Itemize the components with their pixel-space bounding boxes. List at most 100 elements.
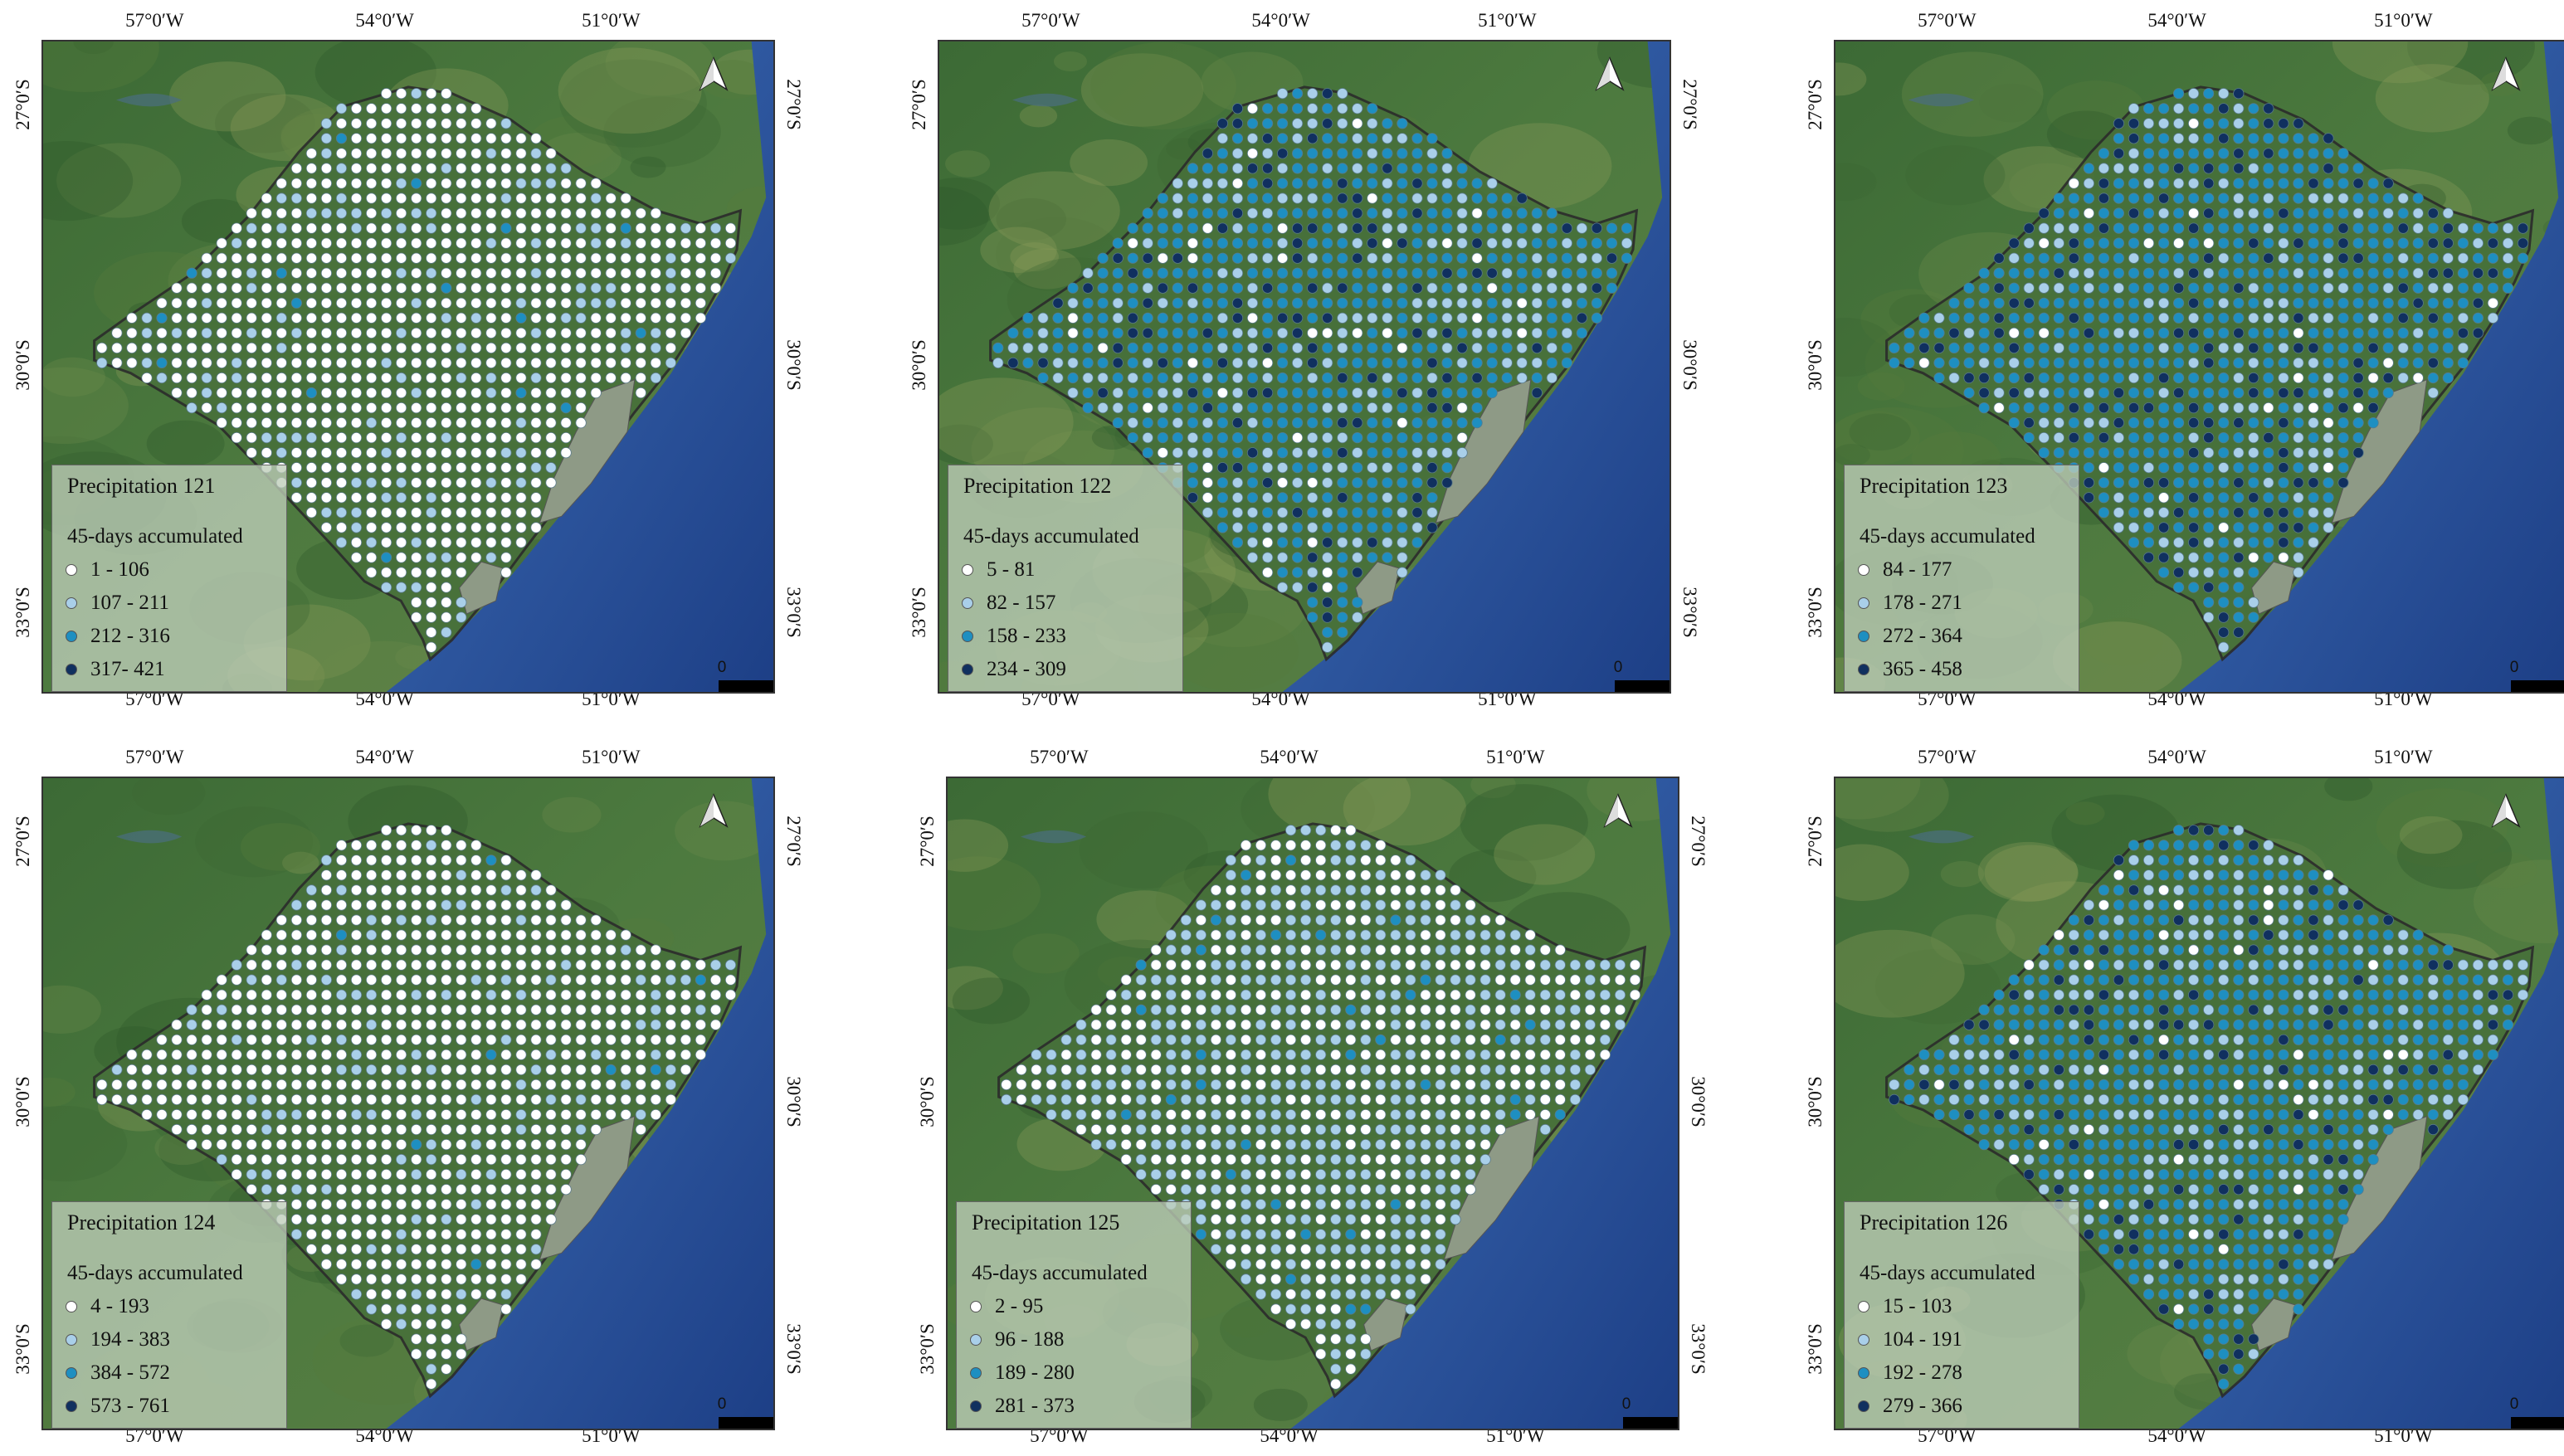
grid-point bbox=[2218, 372, 2230, 384]
grid-point bbox=[290, 327, 302, 338]
grid-point bbox=[411, 342, 422, 353]
grid-point bbox=[126, 1079, 138, 1090]
grid-point bbox=[515, 1138, 527, 1151]
grid-point bbox=[2157, 387, 2170, 399]
grid-point bbox=[380, 1318, 392, 1330]
grid-point bbox=[1501, 357, 1513, 368]
grid-point bbox=[2278, 431, 2289, 444]
grid-point bbox=[2068, 1184, 2079, 1195]
grid-point bbox=[395, 944, 407, 956]
grid-point bbox=[1360, 1348, 1372, 1360]
grid-point bbox=[350, 1138, 363, 1151]
grid-point bbox=[2218, 207, 2230, 219]
grid-point bbox=[2203, 1064, 2215, 1075]
grid-point bbox=[2068, 267, 2079, 279]
grid-point bbox=[1172, 237, 1183, 249]
grid-point bbox=[2248, 118, 2259, 129]
grid-point bbox=[1516, 327, 1528, 338]
grid-point bbox=[231, 1168, 242, 1181]
grid-point bbox=[1963, 1034, 1975, 1045]
grid-point bbox=[231, 431, 242, 444]
grid-point bbox=[1345, 1108, 1357, 1121]
grid-point bbox=[426, 597, 437, 608]
grid-point bbox=[2263, 282, 2274, 294]
grid-point bbox=[350, 1034, 363, 1045]
grid-point bbox=[1165, 1004, 1177, 1015]
grid-point bbox=[500, 914, 512, 926]
grid-point bbox=[456, 1138, 467, 1151]
grid-point bbox=[530, 1199, 542, 1210]
grid-point bbox=[1195, 1049, 1206, 1060]
grid-point bbox=[290, 1214, 302, 1225]
grid-point bbox=[665, 1064, 677, 1075]
grid-point bbox=[1315, 1229, 1327, 1240]
legend-item: 272 - 364 bbox=[1858, 625, 1962, 648]
grid-point bbox=[1345, 1348, 1357, 1360]
grid-point bbox=[2053, 402, 2064, 414]
grid-point bbox=[380, 1019, 392, 1030]
grid-point bbox=[456, 929, 467, 941]
grid-point bbox=[1494, 1019, 1506, 1030]
grid-point bbox=[2172, 492, 2185, 504]
grid-point bbox=[2008, 327, 2020, 338]
grid-point bbox=[1382, 222, 1393, 234]
grid-point bbox=[2142, 312, 2155, 324]
grid-point bbox=[1284, 1093, 1297, 1105]
grid-point bbox=[2278, 372, 2289, 384]
grid-point bbox=[1375, 1184, 1387, 1195]
grid-point bbox=[320, 869, 332, 881]
grid-point bbox=[1465, 914, 1476, 926]
grid-point bbox=[1479, 1108, 1491, 1121]
grid-point bbox=[2442, 357, 2454, 368]
grid-point bbox=[2337, 148, 2349, 159]
grid-point bbox=[1546, 237, 1557, 249]
grid-point bbox=[1225, 1199, 1236, 1210]
grid-point bbox=[411, 899, 422, 911]
grid-point bbox=[2412, 342, 2424, 353]
grid-point bbox=[441, 1093, 452, 1105]
grid-point bbox=[2113, 869, 2124, 881]
grid-point bbox=[1494, 1034, 1506, 1045]
grid-point bbox=[2128, 929, 2140, 941]
grid-point bbox=[2187, 431, 2200, 444]
grid-point bbox=[275, 1123, 287, 1136]
grid-point bbox=[530, 387, 542, 399]
grid-point bbox=[2412, 1034, 2424, 1045]
grid-point bbox=[456, 118, 467, 129]
grid-point bbox=[380, 959, 392, 971]
grid-point bbox=[426, 192, 437, 204]
grid-point bbox=[1210, 1214, 1221, 1225]
grid-point bbox=[1284, 1273, 1297, 1285]
grid-point bbox=[2157, 1064, 2170, 1075]
grid-point bbox=[560, 207, 572, 219]
grid-point bbox=[2203, 462, 2215, 474]
grid-point bbox=[1255, 1199, 1267, 1210]
grid-point bbox=[1367, 207, 1378, 219]
grid-point bbox=[2278, 492, 2289, 504]
grid-point bbox=[2367, 959, 2379, 971]
grid-point bbox=[1022, 357, 1034, 368]
grid-point bbox=[395, 929, 407, 941]
grid-point bbox=[635, 207, 646, 219]
grid-point bbox=[441, 1108, 452, 1121]
grid-point bbox=[545, 989, 557, 1001]
grid-point bbox=[350, 1199, 363, 1210]
grid-point bbox=[1948, 372, 1960, 384]
legend-swatch bbox=[66, 1400, 77, 1412]
grid-point bbox=[1157, 312, 1168, 324]
grid-point bbox=[320, 1064, 332, 1075]
grid-point bbox=[335, 884, 348, 896]
grid-point bbox=[1105, 1049, 1117, 1060]
grid-point bbox=[470, 1138, 482, 1151]
grid-point bbox=[2367, 178, 2379, 189]
grid-point bbox=[2352, 1049, 2364, 1060]
grid-point bbox=[2023, 989, 2035, 1001]
grid-point bbox=[530, 1229, 542, 1240]
grid-point bbox=[1165, 1108, 1177, 1121]
grid-point bbox=[2367, 1123, 2379, 1136]
lat-label-right: 27°0′S bbox=[783, 816, 804, 868]
grid-point bbox=[1299, 855, 1312, 866]
grid-point bbox=[1531, 327, 1543, 338]
grid-point bbox=[992, 342, 1004, 353]
grid-point bbox=[290, 1049, 302, 1060]
